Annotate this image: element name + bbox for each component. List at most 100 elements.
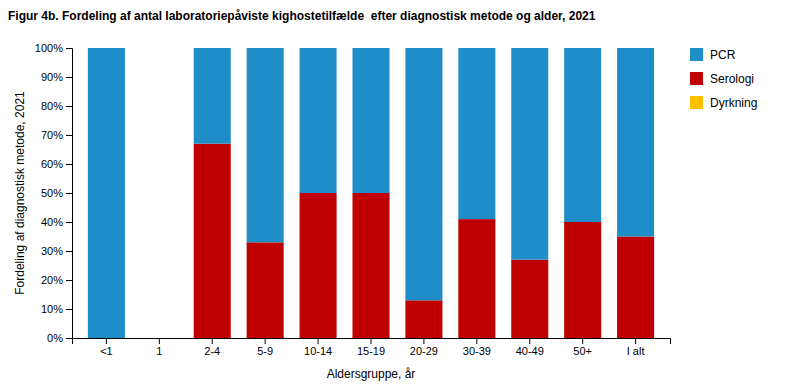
tick: 50+ [573,338,592,357]
tick-label: 100% [35,42,63,54]
tick-mark [212,338,213,344]
tick: 15-19 [357,338,385,357]
tick: 70% [41,129,72,141]
tick-mark [582,338,583,344]
tick-mark [318,338,319,344]
bar [511,260,548,338]
tick: 80% [41,100,72,112]
tick: 0% [47,332,72,344]
bar [617,48,654,237]
legend-label: PCR [710,48,736,62]
axis-line [66,49,73,339]
bar [352,48,389,193]
tick-label: 90% [41,71,63,83]
bar-series [88,48,654,338]
bar [141,338,178,339]
tick: 2-4 [204,338,220,357]
tick-label: 70% [41,129,63,141]
legend-label: Dyrkning [710,96,757,110]
tick: 40% [41,216,72,228]
tick-label: 20% [41,274,63,286]
chart: Figur 4b. Fordeling af antal laboratorie… [0,0,800,390]
tick-mark [106,338,107,344]
bar [247,48,284,242]
bar [564,48,601,222]
tick: 90% [41,71,72,83]
tick-label: 2-4 [204,345,220,357]
tick: 10-14 [304,338,332,357]
tick-label: 50% [41,187,63,199]
tick-mark [159,338,160,344]
title: Figur 4b. Fordeling af antal laboratorie… [8,9,596,23]
tick-mark [371,338,372,344]
tick: 20% [41,274,72,286]
legend-swatch [690,96,703,109]
legend-item: Serologi [690,72,754,86]
tick: 5-9 [257,338,273,357]
bar [511,48,548,260]
tick-mark [66,280,72,281]
tick-mark [635,338,636,344]
tick-mark [529,338,530,344]
tick-label: I alt [627,345,645,357]
tick-mark [66,222,72,223]
bar [564,222,601,338]
legend-label: Serologi [710,72,754,86]
tick-label: 10-14 [304,345,332,357]
legend-swatch [690,48,703,61]
tick-label: 80% [41,100,63,112]
tick: 30% [41,245,72,257]
bar [141,338,178,339]
tick: 40-49 [516,338,544,357]
bar [88,48,125,338]
tick: I alt [627,338,645,357]
tick-mark [66,106,72,107]
tick: 10% [41,303,72,315]
tick-mark [265,338,266,344]
tick-label: 30-39 [463,345,491,357]
x-axis: <1 1 2-4 5-9 10-14 15-19 20-29 30-39 40-49 50+ I a… [73,338,671,357]
bar [405,300,442,338]
tick-label: 15-19 [357,345,385,357]
tick: 1 [156,338,162,357]
axis-line [73,339,671,345]
tick-label: 1 [156,345,162,357]
tick-mark [476,338,477,344]
bar [194,48,231,144]
bar [352,193,389,338]
tick-label: <1 [100,345,113,357]
bar [405,48,442,300]
plot: <1 1 2-4 5-9 10-14 15-19 20-29 30-39 40-49 50+ I a… [13,42,671,381]
tick-mark [66,309,72,310]
bar [247,242,284,338]
tick-mark [66,77,72,78]
bar [458,219,495,338]
legend-swatch [690,72,703,85]
legend-item: PCR [690,48,736,62]
tick: <1 [100,338,113,357]
y-axis-title: Fordeling af diagnostisk metode, 2021 [13,91,27,295]
y-axis: 0% 10% 20% 30% 40% 50% 60% 70% 80% 90% 100% [35,42,73,344]
tick-mark [66,338,72,339]
tick-label: 5-9 [257,345,273,357]
bar [194,144,231,338]
tick: 30-39 [463,338,491,357]
tick: 100% [35,42,72,54]
tick-mark [66,251,72,252]
tick-label: 40% [41,216,63,228]
tick-label: 60% [41,158,63,170]
tick-label: 10% [41,303,63,315]
tick-mark [66,193,72,194]
tick: 60% [41,158,72,170]
legend: PCR Serologi Dyrkning [690,48,757,110]
tick-label: 20-29 [410,345,438,357]
bar [300,193,337,338]
tick-label: 50+ [573,345,592,357]
tick-mark [423,338,424,344]
bar [617,237,654,339]
tick-label: 0% [47,332,63,344]
bar [458,48,495,219]
tick-mark [66,135,72,136]
tick-mark [66,48,72,49]
bars [88,48,654,338]
